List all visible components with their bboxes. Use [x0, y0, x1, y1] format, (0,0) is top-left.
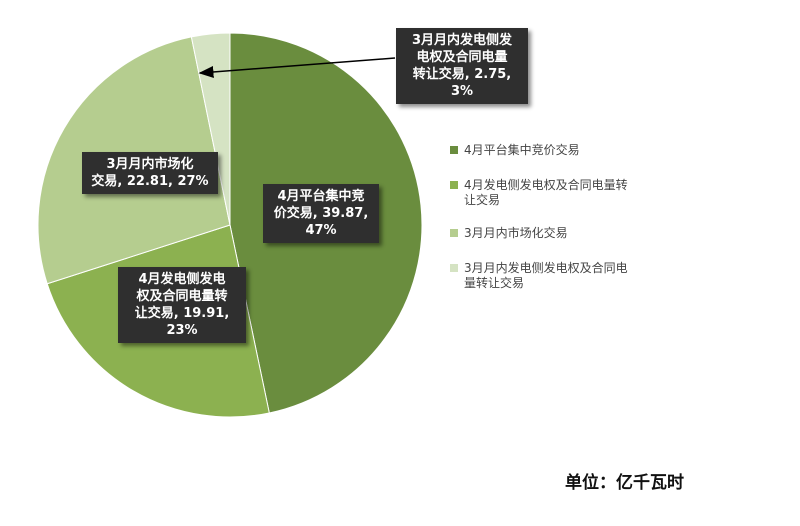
label-line: 价交易, 39.87,: [273, 206, 369, 221]
data-label-slice-3: 3月月内市场化 交易, 22.81, 27%: [82, 152, 218, 194]
unit-label: 单位：亿千瓦时: [565, 473, 684, 493]
label-line: 3%: [450, 84, 474, 99]
legend-swatch: [450, 181, 458, 189]
legend-label: 3月月内市场化交易: [464, 226, 568, 240]
label-line: 23%: [166, 323, 198, 338]
legend-swatch: [450, 264, 458, 272]
legend-item-1: 4月平台集中竞价交易: [450, 143, 690, 158]
label-line: 交易, 22.81, 27%: [91, 174, 209, 189]
label-line: 3月月内发电侧发: [411, 33, 513, 48]
label-line: 47%: [305, 223, 337, 238]
legend-swatch: [450, 229, 458, 237]
label-line: 电权及合同电量: [416, 50, 508, 65]
legend-label: 让交易: [464, 193, 501, 207]
data-label-slice-4: 3月月内发电侧发 电权及合同电量 转让交易, 2.75, 3%: [396, 28, 528, 104]
pie-slice-4: [190, 32, 231, 226]
chart-legend: 4月平台集中竞价交易 4月发电侧发电权及合同电量转 让交易 3月月内市场化交易 …: [450, 143, 690, 291]
legend-label: 4月平台集中竞价交易: [464, 143, 580, 157]
label-line: 转让交易, 2.75,: [412, 67, 512, 82]
label-line: 4月发电侧发电: [138, 272, 226, 287]
legend-item-2: 4月发电侧发电权及合同电量转 让交易: [450, 178, 690, 208]
data-label-slice-1: 4月平台集中竞 价交易, 39.87, 47%: [263, 184, 379, 243]
label-line: 4月平台集中竞: [277, 189, 365, 204]
legend-label: 量转让交易: [464, 276, 525, 290]
legend-item-4: 3月月内发电侧发电权及合同电 量转让交易: [450, 261, 690, 291]
callout-arrow: [198, 57, 396, 78]
label-line: 3月月内市场化: [106, 157, 194, 172]
legend-item-3: 3月月内市场化交易: [450, 226, 690, 241]
data-label-slice-2: 4月发电侧发电 权及合同电量转 让交易, 19.91, 23%: [118, 267, 246, 343]
label-line: 让交易, 19.91,: [134, 306, 230, 321]
legend-swatch: [450, 146, 458, 154]
legend-label: 4月发电侧发电权及合同电量转: [464, 178, 628, 192]
label-line: 权及合同电量转: [136, 289, 228, 304]
legend-label: 3月月内发电侧发电权及合同电: [464, 261, 628, 275]
